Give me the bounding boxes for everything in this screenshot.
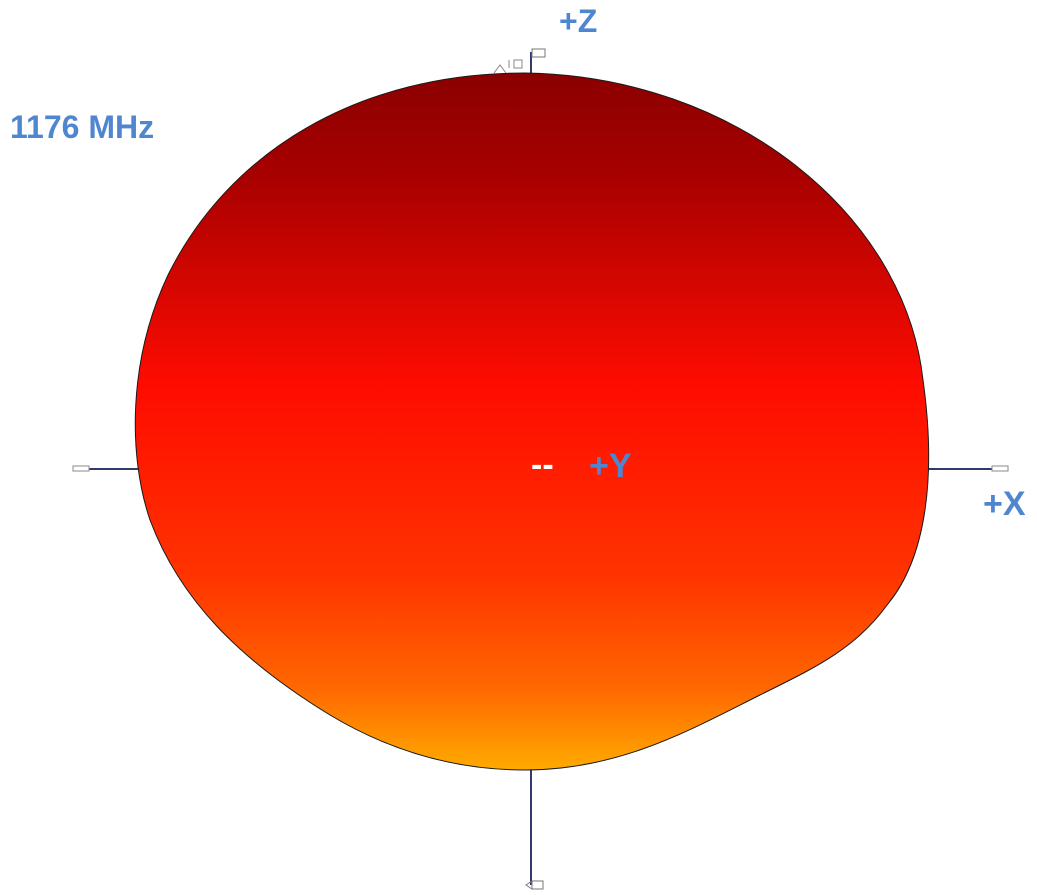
- neg-z-axis-arrow-icon: [525, 880, 533, 890]
- y-axis-label: +Y: [589, 447, 632, 485]
- neg-x-axis-marker: [72, 465, 90, 472]
- pos-z-axis-marker: [531, 48, 546, 58]
- x-axis-label: +X: [983, 485, 1026, 523]
- neg-z-axis-marker: [531, 880, 544, 890]
- z-axis-label: +Z: [559, 3, 598, 39]
- radiation-pattern-lobe: [134, 72, 930, 771]
- pos-x-axis-marker: [991, 465, 1009, 472]
- pos-z-axis-arrow-icon: [493, 59, 523, 74]
- y-axis-dash: --: [531, 446, 554, 484]
- frequency-label: 1176 MHz: [10, 109, 155, 145]
